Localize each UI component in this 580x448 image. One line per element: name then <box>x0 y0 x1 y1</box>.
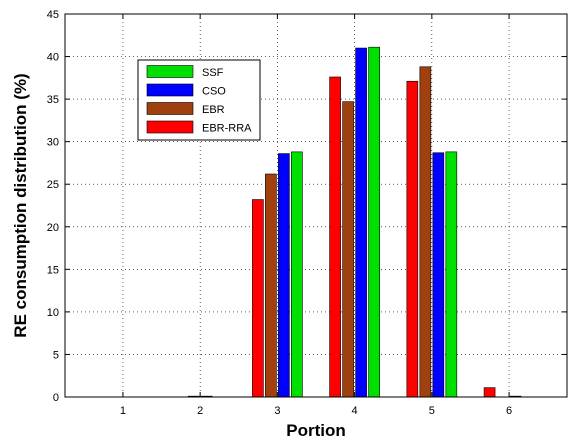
bars-layer <box>187 46 522 398</box>
x-tick-label: 6 <box>506 405 512 417</box>
bar-ssf-3 <box>291 151 303 398</box>
legend-label-ebr-rra: EBR-RRA <box>202 123 252 135</box>
y-tick-label: 10 <box>47 307 59 319</box>
y-tick-label: 15 <box>47 264 59 276</box>
legend-swatch-ebr-rra <box>146 120 194 134</box>
legend-swatch-ssf <box>146 65 194 78</box>
y-tick-label: 25 <box>47 179 59 191</box>
y-axis-title: RE consumption distribution (%) <box>11 73 30 337</box>
legend-swatch-cso <box>146 83 194 97</box>
legend-label-cso: CSO <box>202 86 226 98</box>
legend-label-ssf: SSF <box>202 67 224 79</box>
bar-ssf-4 <box>368 46 380 398</box>
y-tick-label: 45 <box>47 9 59 21</box>
bar-ebr-4 <box>342 101 354 398</box>
x-tick-label: 1 <box>120 405 126 417</box>
legend: SSF CSO EBR EBR-RRA <box>137 59 261 141</box>
plot-frame <box>64 13 568 398</box>
bar-cso-3 <box>278 153 290 398</box>
bar-ebr-rra-5 <box>406 80 419 398</box>
y-tick-label: 35 <box>47 94 59 106</box>
legend-label-ebr: EBR <box>202 104 225 116</box>
x-tick-label: 5 <box>429 405 435 417</box>
x-tick-label: 2 <box>197 405 203 417</box>
bar-cso-5 <box>432 152 445 398</box>
y-tick-label: 0 <box>53 392 59 404</box>
y-tick-label: 40 <box>47 52 59 64</box>
x-tick-label: 3 <box>274 405 280 417</box>
legend-swatch-ebr <box>146 102 194 115</box>
x-tick-label: 4 <box>352 405 358 417</box>
y-tick-label: 30 <box>47 137 59 149</box>
x-axis-title: Portion <box>286 421 346 440</box>
bar-ebr-rra-6 <box>483 387 496 398</box>
bar-ebr-5 <box>419 66 432 398</box>
y-tick-label: 20 <box>47 222 59 234</box>
bar-ebr-3 <box>265 173 277 398</box>
bar-ebr-rra-4 <box>329 76 341 398</box>
bar-cso-4 <box>355 47 367 398</box>
bar-ebr-rra-3 <box>252 199 264 398</box>
bar-ssf-5 <box>445 151 458 398</box>
y-tick-label: 5 <box>53 349 59 361</box>
